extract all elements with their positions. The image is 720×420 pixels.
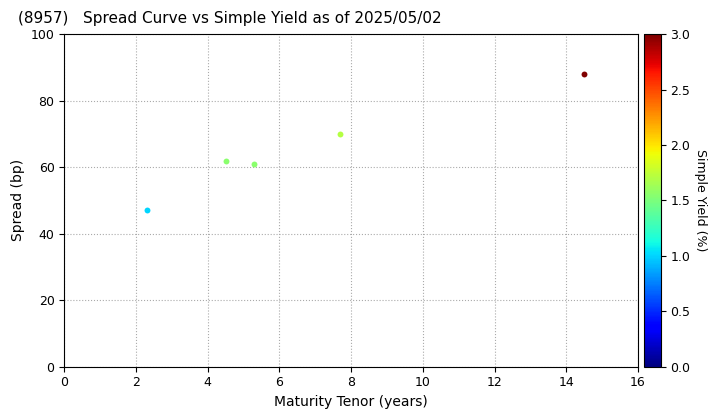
X-axis label: Maturity Tenor (years): Maturity Tenor (years): [274, 395, 428, 409]
Point: [220, 157, 231, 164]
Point: [335, 131, 346, 137]
Point: [578, 71, 590, 77]
Point: [248, 160, 260, 167]
Point: [141, 207, 153, 214]
Y-axis label: Simple Yield (%): Simple Yield (%): [694, 149, 707, 252]
Text: (8957)   Spread Curve vs Simple Yield as of 2025/05/02: (8957) Spread Curve vs Simple Yield as o…: [19, 11, 442, 26]
Y-axis label: Spread (bp): Spread (bp): [11, 159, 25, 242]
